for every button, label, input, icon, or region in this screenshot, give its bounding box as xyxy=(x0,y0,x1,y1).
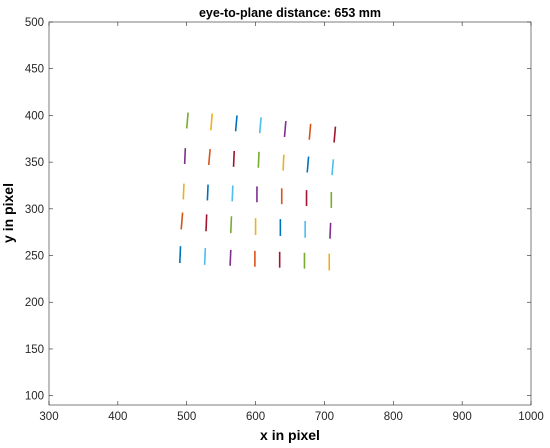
y-tick-label-4: 300 xyxy=(25,204,44,216)
x-tick-label-1: 400 xyxy=(108,411,127,423)
data-segment-6 xyxy=(333,126,337,143)
data-segment-4 xyxy=(283,120,287,137)
data-segment-11 xyxy=(282,154,285,171)
data-segment-15 xyxy=(206,184,209,201)
data-segment-27 xyxy=(329,222,332,239)
x-tick-label-2: 500 xyxy=(177,411,196,423)
data-segment-0 xyxy=(185,112,189,129)
plot-area-box xyxy=(48,21,532,406)
y-tick-label-3: 250 xyxy=(25,251,44,263)
data-segment-13 xyxy=(331,159,335,176)
x-tick-label-5: 800 xyxy=(384,411,403,423)
data-segment-30 xyxy=(229,249,232,266)
data-segment-7 xyxy=(183,148,187,165)
x-tick-label-3: 600 xyxy=(246,411,265,423)
data-segment-23 xyxy=(229,216,233,234)
y-tick-label-8: 500 xyxy=(25,17,44,29)
data-segment-29 xyxy=(203,248,207,265)
data-segment-16 xyxy=(231,185,234,202)
data-segment-21 xyxy=(180,212,184,230)
y-tick-label-7: 450 xyxy=(25,64,44,76)
x-tick-label-4: 700 xyxy=(315,411,334,423)
y-axis-label: y in pixel xyxy=(0,183,16,243)
y-tick-label-6: 400 xyxy=(25,110,44,122)
data-segment-14 xyxy=(182,183,185,200)
data-segment-3 xyxy=(258,117,262,134)
x-tick-label-6: 900 xyxy=(453,411,472,423)
x-tick-label-0: 300 xyxy=(39,411,58,423)
data-segment-2 xyxy=(234,115,238,132)
data-segment-12 xyxy=(306,156,310,173)
data-segment-5 xyxy=(308,123,312,140)
chart-title: eye-to-plane distance: 653 mm xyxy=(199,6,381,20)
y-tick-label-2: 200 xyxy=(25,297,44,309)
data-segment-10 xyxy=(257,151,260,168)
data-segment-1 xyxy=(210,113,213,131)
data-segment-9 xyxy=(232,150,236,167)
data-segment-28 xyxy=(179,246,182,264)
y-axis-ticks: 100 150 200 250 300 350 400 450 500 xyxy=(25,17,531,403)
data-segment-22 xyxy=(205,214,208,232)
y-tick-label-0: 100 xyxy=(25,391,44,403)
x-axis-ticks: 300 400 500 600 700 800 900 1000 xyxy=(39,22,544,423)
y-tick-label-1: 150 xyxy=(25,344,44,356)
x-axis-label: x in pixel xyxy=(260,427,320,443)
data-segments-group xyxy=(179,112,337,271)
x-tick-label-7: 1000 xyxy=(518,411,544,423)
y-tick-label-5: 350 xyxy=(25,157,44,169)
data-segment-8 xyxy=(207,148,211,165)
